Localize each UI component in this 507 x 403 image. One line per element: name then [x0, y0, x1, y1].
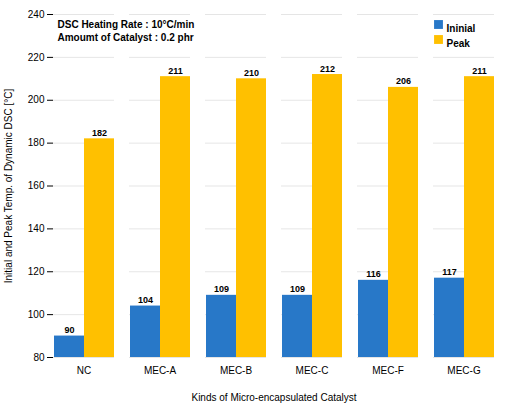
svg-text:211: 211	[472, 66, 487, 76]
svg-text:211: 211	[168, 66, 183, 76]
svg-text:MEC-F: MEC-F	[372, 365, 404, 376]
svg-text:Peak: Peak	[447, 38, 471, 49]
svg-text:116: 116	[366, 269, 381, 279]
svg-text:100: 100	[28, 309, 45, 320]
svg-text:206: 206	[396, 76, 411, 86]
svg-text:140: 140	[28, 223, 45, 234]
svg-text:Initial and Peak Temp. of Dyna: Initial and Peak Temp. of Dynamic DSC [°…	[3, 89, 14, 284]
svg-text:MEC-B: MEC-B	[220, 365, 253, 376]
svg-text:Kinds of Micro-encapsulated Ca: Kinds of Micro-encapsulated Catalyst	[191, 392, 356, 403]
svg-text:117: 117	[442, 267, 457, 277]
svg-text:200: 200	[28, 94, 45, 105]
svg-text:210: 210	[244, 68, 259, 78]
svg-text:182: 182	[92, 128, 107, 138]
svg-text:180: 180	[28, 137, 45, 148]
svg-text:MEC-A: MEC-A	[144, 365, 177, 376]
svg-text:109: 109	[214, 284, 229, 294]
svg-text:240: 240	[28, 9, 45, 20]
svg-text:160: 160	[28, 180, 45, 191]
svg-text:NC: NC	[77, 365, 91, 376]
svg-text:109: 109	[290, 284, 305, 294]
svg-text:DSC Heating Rate : 10°C/minAmo: DSC Heating Rate : 10°C/minAmoumt of Cat…	[58, 19, 195, 43]
svg-text:Ininial: Ininial	[447, 23, 476, 34]
svg-text:212: 212	[320, 64, 335, 74]
svg-text:104: 104	[138, 295, 153, 305]
svg-text:90: 90	[64, 325, 74, 335]
svg-text:120: 120	[28, 266, 45, 277]
svg-text:80: 80	[33, 352, 45, 363]
svg-text:MEC-C: MEC-C	[296, 365, 329, 376]
svg-text:220: 220	[28, 52, 45, 63]
svg-text:MEC-G: MEC-G	[447, 365, 481, 376]
